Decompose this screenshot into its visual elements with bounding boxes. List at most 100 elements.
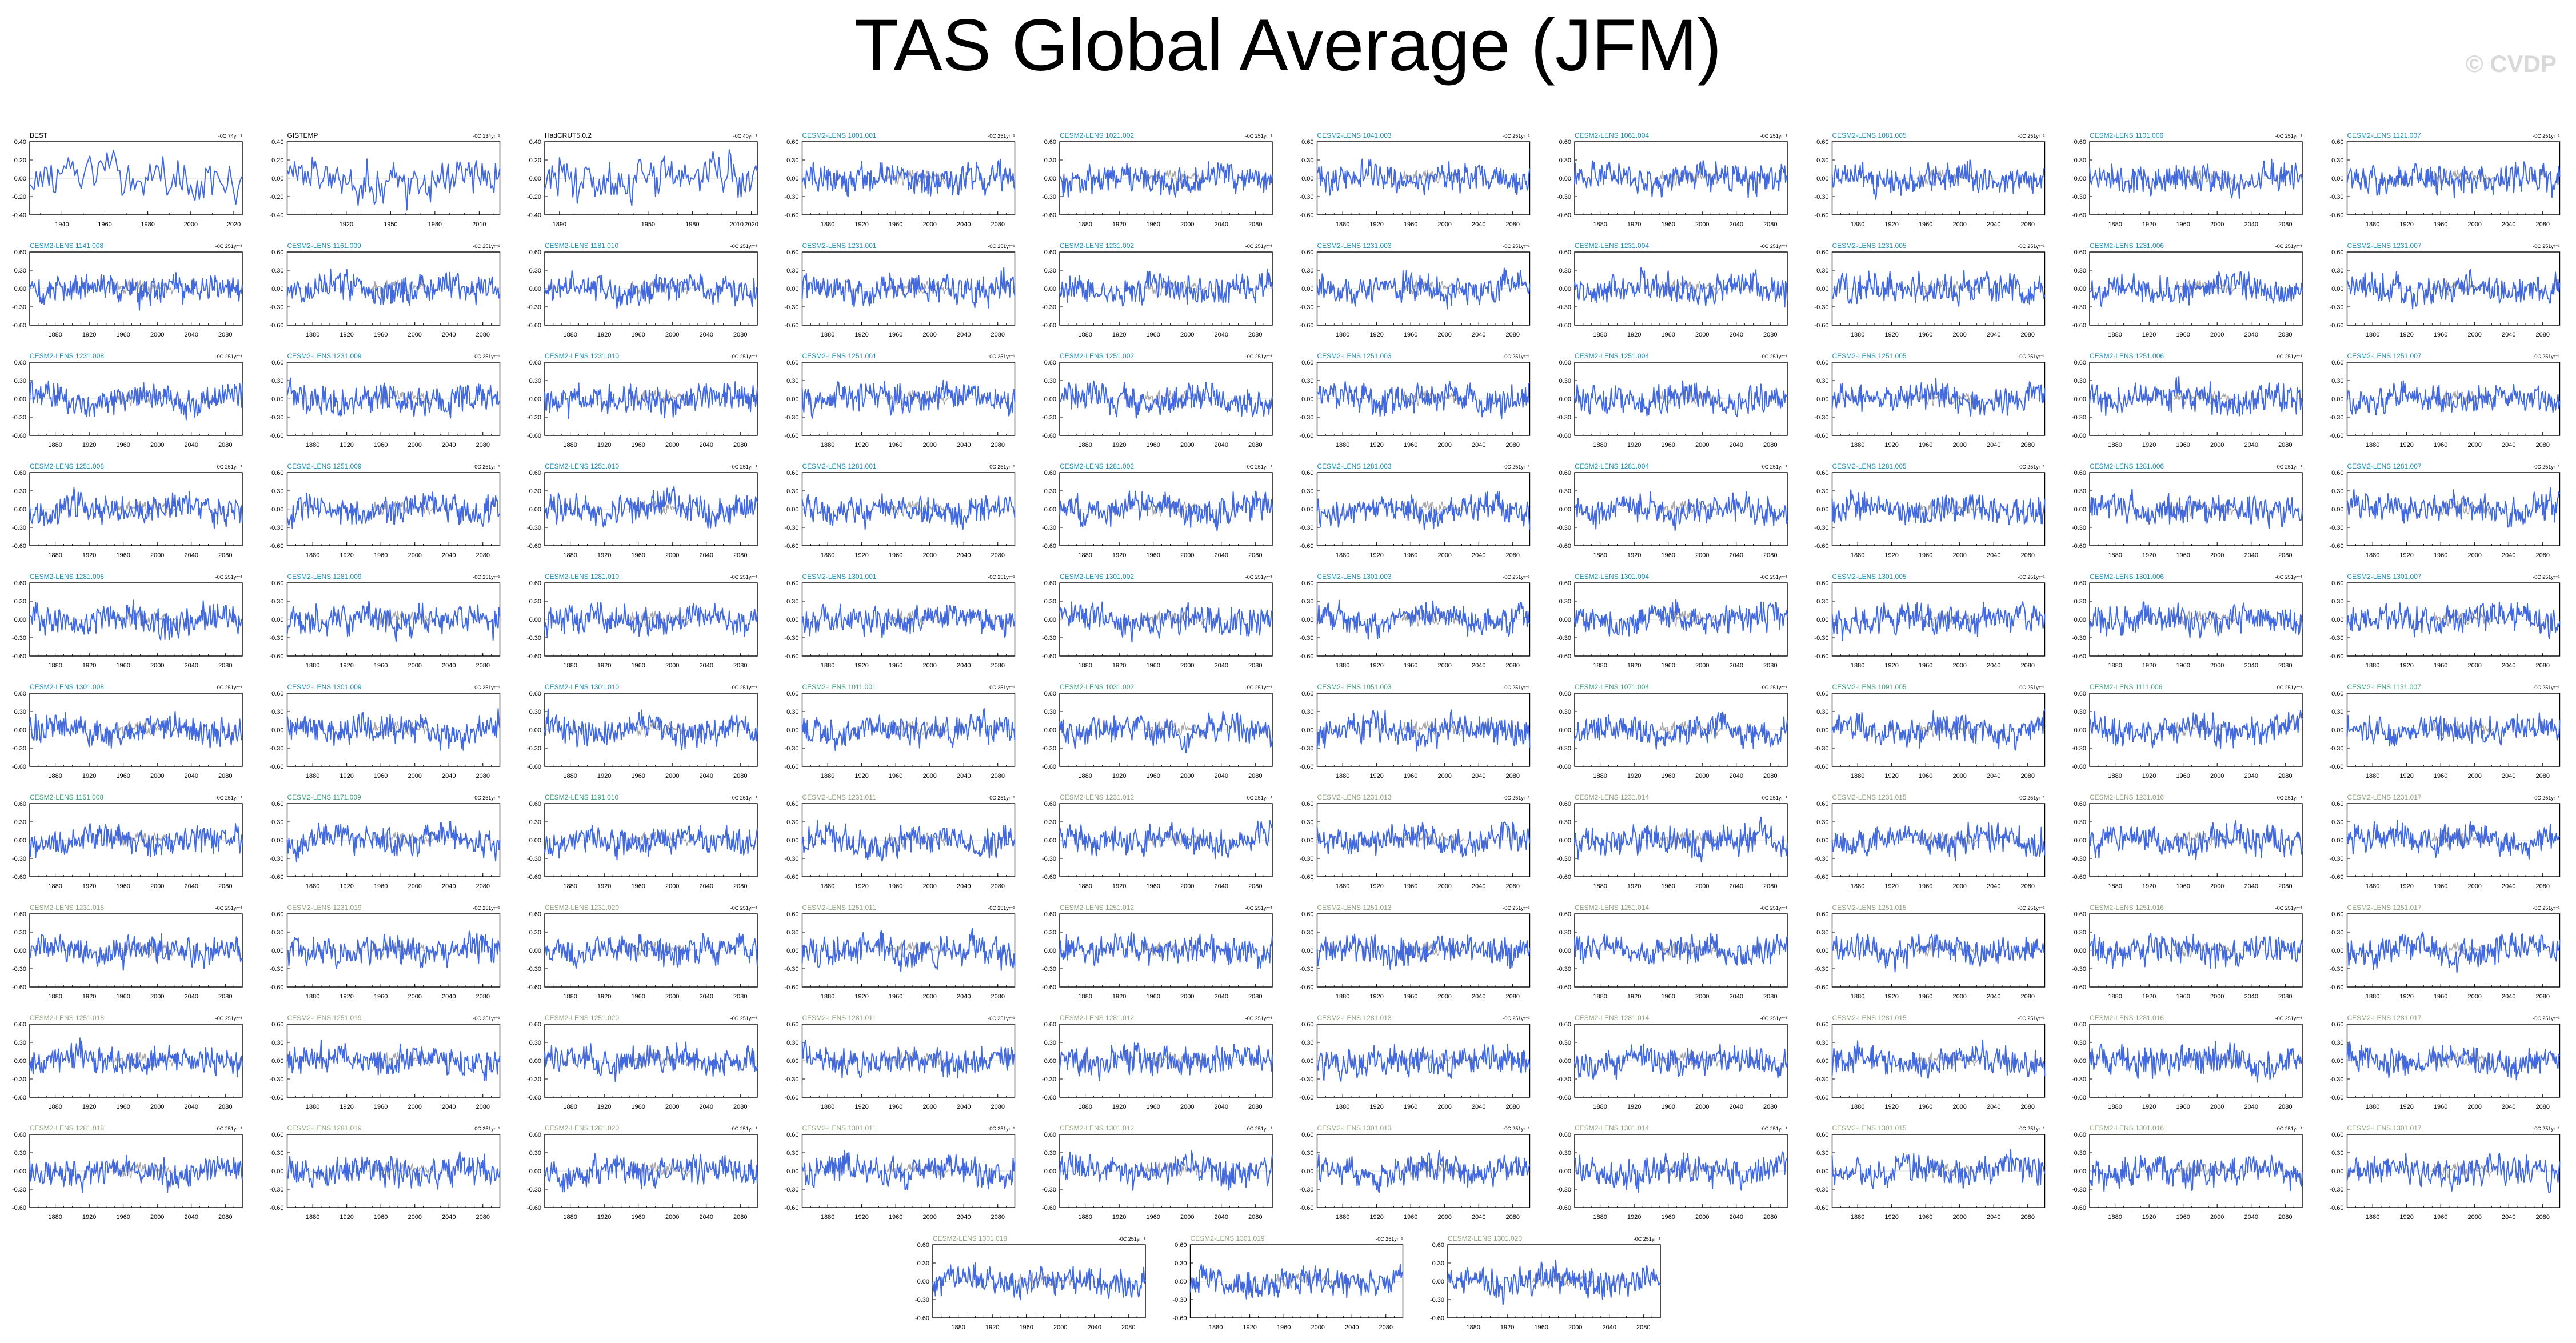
y-tick-label: 0.30 [529,488,541,495]
series-line [29,380,243,421]
x-tick-label: 2040 [1472,552,1485,559]
plot-frame [801,913,1016,988]
x-tick-label: 1960 [2176,221,2190,228]
reference-series-line [1401,610,1464,627]
x-tick-label: 1920 [854,442,868,449]
plot-frame [544,362,758,436]
y-tick-label: -0.30 [1042,525,1056,531]
x-tick-label: 2080 [2278,773,2292,780]
panel-title: CESM2-LENS 1281.006 [2090,462,2164,470]
reference-series-line [1144,610,1207,627]
y-tick-label: 0.00 [529,506,541,513]
series-line [2089,820,2303,860]
y-tick-label: 0.00 [1044,286,1056,293]
x-tick-label: 1880 [306,442,319,449]
x-tick-label: 2040 [2244,552,2258,559]
y-tick-label: 0.00 [786,1058,798,1065]
panel-units: -0C 251yr⁻¹ [2275,354,2302,359]
y-tick-label: 0.30 [14,1150,26,1157]
x-tick-label: 2000 [1952,442,1966,449]
y-tick-label: -0.60 [1814,764,1828,770]
reference-series-line [114,831,177,848]
panel-title: CESM2-LENS 1301.003 [1317,573,1392,581]
x-tick-label: 2000 [665,1104,679,1110]
y-tick-label: 0.60 [271,359,283,366]
y-tick-label: 0.30 [2074,819,2086,826]
reference-series-line [114,500,177,517]
x-tick-label: 1880 [1851,1104,1864,1110]
x-tick-label: 2000 [1695,773,1709,780]
series-line [1832,270,2046,307]
y-tick-label: 0.60 [1044,580,1056,587]
x-tick-label: 2010 [730,221,744,228]
series-line [1059,161,1273,198]
x-tick-label: 1960 [116,442,130,449]
x-tick-label: 1960 [889,773,902,780]
panel-units: -0C 251yr⁻¹ [215,1126,242,1132]
x-tick-label: 1880 [48,331,62,338]
x-tick-label: 2040 [1987,883,2000,890]
x-tick-label: 1960 [1661,883,1675,890]
x-tick-label: 1880 [48,662,62,669]
panel-units: -0C 251yr⁻¹ [730,464,757,470]
x-tick-label: 1880 [821,773,834,780]
x-tick-label: 1880 [2108,662,2122,669]
x-tick-label: 1960 [631,773,645,780]
y-tick-label: 0.00 [2331,175,2343,182]
x-tick-label: 1920 [2142,883,2156,890]
reference-series-line [114,941,177,958]
x-tick-label: 1960 [1919,552,1932,559]
x-tick-label: 2000 [2467,331,2481,338]
y-tick-label: 0.40 [14,139,26,146]
panel-title: CESM2-LENS 1281.004 [1575,462,1649,470]
plot-frame [2089,913,2303,988]
x-tick-label: 1880 [1593,1104,1607,1110]
x-tick-label: 1960 [116,883,130,890]
series-line [29,823,243,858]
y-tick-label: 0.60 [2331,249,2343,256]
y-tick-label: 0.20 [271,157,283,164]
x-tick-label: 2080 [2535,662,2549,669]
y-tick-label: 0.00 [1301,727,1313,734]
y-tick-label: -0.60 [2329,653,2343,660]
reference-series-line [1401,721,1464,737]
plot-frame [29,693,243,767]
x-tick-label: 2000 [1695,883,1709,890]
x-tick-label: 2080 [991,442,1004,449]
x-tick-label: 2040 [699,442,713,449]
y-tick-label: -0.30 [2072,1076,2086,1083]
y-tick-label: -0.60 [784,212,798,219]
y-tick-label: 0.30 [2074,598,2086,605]
x-tick-label: 1920 [1627,883,1641,890]
y-tick-label: 0.00 [1044,617,1056,623]
panel-units: -0C 251yr⁻¹ [2533,685,2559,690]
panel-title: CESM2-LENS 1251.018 [30,1014,104,1022]
panel-title: CESM2-LENS 1231.016 [2090,793,2164,801]
y-tick-label: 0.60 [786,580,798,587]
panel-units: -0C 251yr⁻¹ [988,464,1015,470]
plot-frame [544,251,758,326]
panel-title: CESM2-LENS 1301.001 [802,573,877,581]
series-line [1059,932,1273,969]
x-tick-label: 1920 [1369,552,1383,559]
y-tick-label: 0.30 [1301,709,1313,716]
x-tick-label: 2040 [442,1104,456,1110]
y-tick-label: 0.30 [1816,709,1828,716]
y-tick-label: -0.30 [2072,194,2086,201]
x-tick-label: 1950 [384,221,397,228]
panel-title: CESM2-LENS 1141.008 [30,242,104,250]
x-tick-label: 1880 [1336,883,1349,890]
x-tick-label: 1960 [374,993,388,1000]
y-tick-label: 0.60 [1301,690,1313,697]
x-tick-label: 2000 [665,331,679,338]
y-tick-label: -0.60 [1299,1094,1313,1101]
reference-series-line [1659,721,1722,737]
y-tick-label: -0.60 [2072,874,2086,881]
